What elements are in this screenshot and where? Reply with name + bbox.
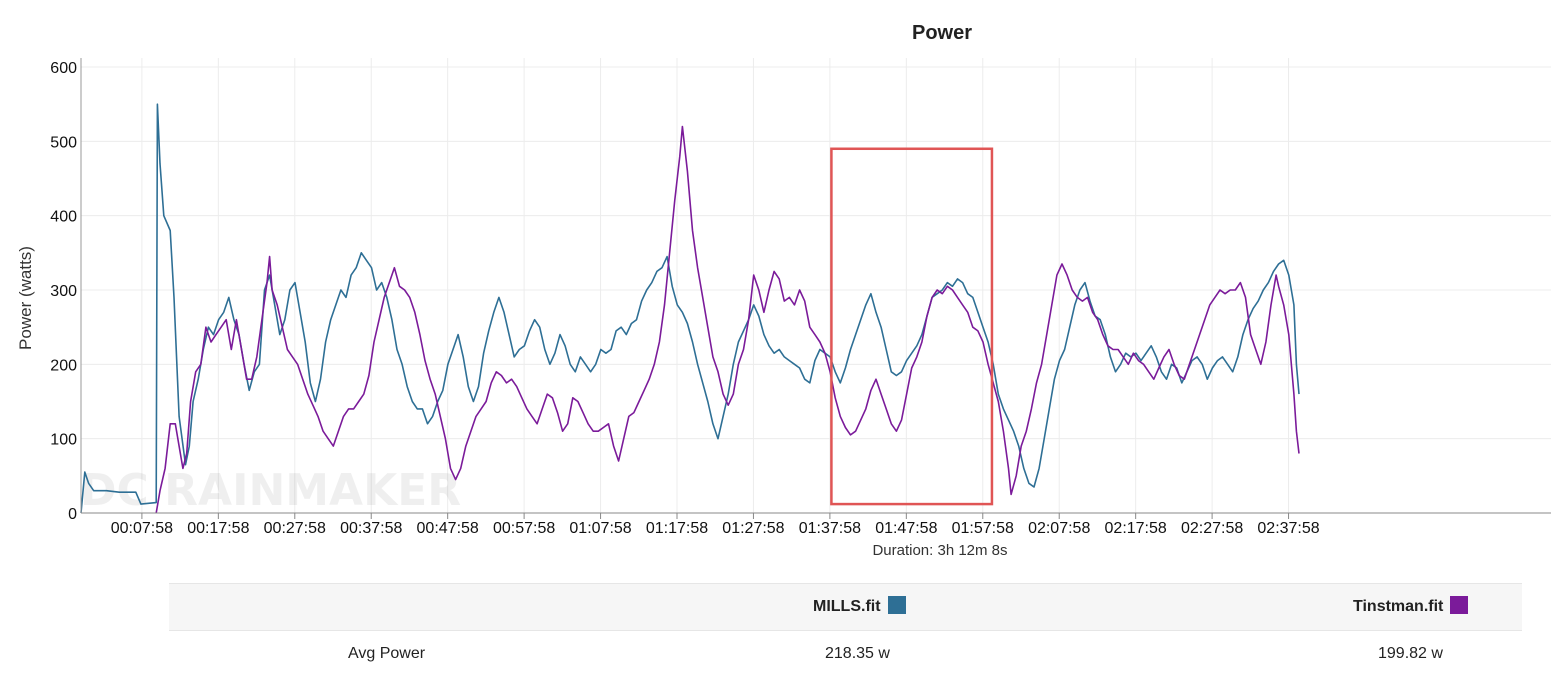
x-tick-label: 02:37:58: [1257, 520, 1319, 537]
x-tick-label: 01:27:58: [722, 520, 784, 537]
x-tick-label: 02:07:58: [1028, 520, 1090, 537]
stats-header-tinstman: Tinstman.fit: [1353, 584, 1469, 630]
x-tick-label: 01:57:58: [952, 520, 1014, 537]
power-chart: Power DC RAINMAKER 0 100 200 300 400 500 600 0…: [16, 22, 1551, 559]
series-line-mills: [80, 103, 1300, 514]
stats-value-tinstman: 199.82 w: [1378, 645, 1443, 662]
x-tick-label: 00:27:58: [264, 520, 326, 537]
y-tick-label: 200: [50, 357, 77, 374]
y-tick-label: 400: [50, 209, 77, 226]
y-tick-label: 0: [68, 506, 77, 523]
y-tick-label: 500: [50, 134, 77, 151]
tinstman-color-swatch: [1450, 596, 1469, 614]
stats-header-mills: MILLS.fit: [813, 584, 906, 630]
x-tick-label: 01:37:58: [799, 520, 861, 537]
series-line-tinstman: [155, 125, 1300, 514]
stats-header-mills-label: MILLS.fit: [813, 598, 881, 615]
y-tick-label: 600: [50, 60, 77, 77]
highlight-box: [830, 147, 994, 506]
y-axis-label: Power (watts): [16, 246, 35, 350]
stats-header-row: MILLS.fit Tinstman.fit: [169, 583, 1522, 631]
mills-color-swatch: [887, 596, 906, 614]
x-tick-label: 02:27:58: [1181, 520, 1243, 537]
x-tick-label: 00:37:58: [340, 520, 402, 537]
watermark: DC RAINMAKER: [80, 465, 461, 516]
x-tick-label: 00:07:58: [111, 520, 173, 537]
x-tick-label: 00:17:58: [187, 520, 249, 537]
series-lines: [80, 103, 1300, 514]
x-axis-label: Duration: 3h 12m 8s: [872, 542, 1007, 559]
y-tick-label: 300: [50, 283, 77, 300]
chart-title: Power: [912, 22, 972, 44]
x-tick-label: 02:17:58: [1105, 520, 1167, 537]
x-axis-ticks: 00:07:58 00:17:58 00:27:58 00:37:58 00:47:58…: [111, 513, 1320, 537]
y-axis-ticks: 0 100 200 300 400 500 600: [50, 60, 77, 523]
stats-header-tinstman-label: Tinstman.fit: [1353, 598, 1444, 615]
x-tick-label: 00:57:58: [493, 520, 555, 537]
stats-row-label: Avg Power: [348, 645, 426, 662]
x-tick-label: 01:07:58: [569, 520, 631, 537]
x-tick-label: 01:17:58: [646, 520, 708, 537]
y-tick-label: 100: [50, 432, 77, 449]
stats-value-mills: 218.35 w: [825, 645, 890, 662]
stats-row-avg-power: Avg Power 218.35 w 199.82 w: [169, 631, 1522, 677]
chart-grid: [81, 58, 1551, 513]
stats-table: MILLS.fit Tinstman.fit Avg Power 218.35 …: [169, 583, 1522, 677]
x-tick-label: 01:47:58: [875, 520, 937, 537]
x-tick-label: 00:47:58: [417, 520, 479, 537]
